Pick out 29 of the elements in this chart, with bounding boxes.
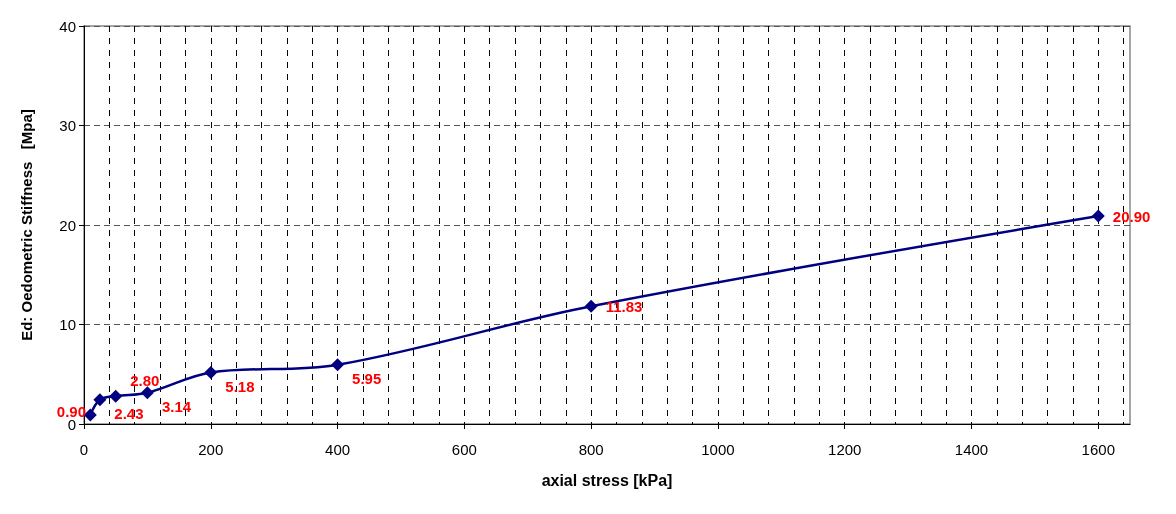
- x-tick-label: 600: [451, 441, 477, 458]
- x-tick-label: 0: [79, 441, 89, 458]
- x-tick-label: 800: [578, 441, 604, 458]
- x-tick-label: 1200: [828, 441, 862, 458]
- y-tick-label: 40: [59, 17, 76, 35]
- data-label: 3.14: [161, 398, 192, 416]
- data-label: 2.80: [130, 371, 160, 389]
- x-tick-label: 1000: [701, 441, 735, 458]
- x-axis-title: axial stress [kPa]: [541, 471, 673, 489]
- point: [109, 389, 123, 403]
- y-tick-label: 10: [59, 316, 76, 333]
- data-label: 5.18: [225, 377, 255, 395]
- x-tick-label: 1400: [954, 441, 989, 458]
- x-tick-label: 400: [325, 441, 351, 458]
- data-label: 2.43: [114, 405, 144, 423]
- point: [1091, 209, 1105, 223]
- data-label: 11.83: [605, 297, 643, 315]
- x-tick-label: 1600: [1081, 441, 1115, 458]
- data-label: 5.95: [352, 370, 382, 388]
- x-tick-label: 200: [198, 441, 224, 458]
- point: [331, 358, 345, 372]
- y-axis-title: Ed: Oedometric Stiffness [Mpa]: [18, 109, 35, 341]
- y-tick-label: 30: [59, 117, 76, 134]
- point: [204, 365, 218, 379]
- point: [140, 386, 154, 400]
- point: [93, 393, 107, 407]
- data-label: 20.90: [1112, 207, 1151, 225]
- y-tick-label: 20: [59, 216, 76, 234]
- point: [584, 299, 598, 313]
